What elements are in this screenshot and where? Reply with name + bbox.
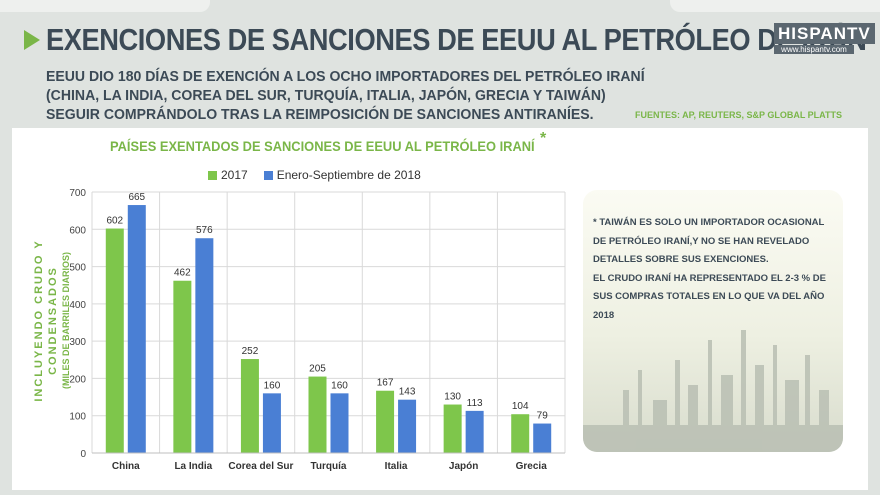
arrow-icon (24, 30, 40, 50)
note-line: * TAIWÁN ES SOLO UN IMPORTADOR OCASIONAL (593, 217, 825, 228)
bar (262, 393, 281, 453)
x-tick-label: Italia (385, 461, 408, 472)
note-text: * TAIWÁN ES SOLO UN IMPORTADOR OCASIONAL… (593, 214, 837, 325)
x-tick-label: La India (174, 461, 212, 472)
x-tick-label: China (112, 461, 140, 472)
bar (398, 399, 417, 453)
sources: FUENTES: AP, REUTERS, S&P GLOBAL PLATTS (634, 110, 842, 120)
y-tick-label: 300 (69, 337, 86, 348)
bar (240, 359, 259, 453)
bar (443, 404, 462, 453)
logo-url: www.hispantv.com (774, 45, 854, 54)
bar (376, 390, 395, 453)
legend-label: 2017 (221, 168, 248, 182)
x-tick-label: Japón (449, 461, 478, 472)
data-label: 167 (377, 378, 394, 389)
legend-label: Enero-Septiembre de 2018 (276, 168, 421, 182)
bar (330, 393, 349, 453)
note-line: 2018 (593, 309, 615, 321)
data-label: 113 (467, 398, 483, 409)
y-axis-label: INCLUYENDO CRUDO Y CONDENSADOS (MILES DE… (32, 188, 71, 453)
title-asterisk: * (540, 130, 547, 147)
bar (173, 280, 192, 453)
chart-legend: 2017 Enero-Septiembre de 2018 (208, 168, 431, 182)
bar (195, 238, 214, 453)
logo-name: HISPANTV (774, 23, 875, 44)
data-label: 602 (106, 216, 123, 227)
bar-chart: 0 100 200 300 400 500 600 700 602 665 China 462 576 L… (69, 188, 566, 472)
legend-item-2018: Enero-Septiembre de 2018 (263, 168, 421, 182)
y-tick-label: 600 (69, 225, 86, 236)
note-line: DETALLES SOBRE SUS EXENCIONES. (593, 254, 769, 265)
data-label: 79 (537, 411, 549, 422)
page-title: EXENCIONES DE SANCIONES DE EEUU AL PETRÓ… (46, 22, 867, 57)
bar (511, 414, 530, 453)
data-label: 252 (242, 346, 259, 357)
bar (105, 228, 124, 453)
data-label: 160 (264, 380, 281, 391)
x-tick-label: Grecia (516, 461, 548, 472)
top-tab-right (670, 0, 880, 12)
y-tick-label: 700 (69, 188, 86, 199)
subtitle-line: EEUU DIO 180 DÍAS DE EXENCIÓN A LOS OCHO… (46, 69, 645, 85)
data-label: 104 (512, 401, 529, 412)
y-tick-label: 200 (69, 374, 86, 385)
data-label: 462 (174, 268, 191, 279)
y-tick-label: 500 (69, 263, 86, 274)
y-tick-label: 400 (69, 300, 86, 311)
y-axis-title: INCLUYENDO CRUDO Y CONDENSADOS (33, 239, 59, 402)
note-line: SUS COMPRAS TOTALES EN LO QUE VA DEL AÑO (593, 291, 825, 302)
header: EXENCIONES DE SANCIONES DE EEUU AL PETRÓ… (0, 0, 880, 128)
x-tick-label: Corea del Sur (228, 461, 293, 472)
chart-title: PAÍSES EXENTADOS DE SANCIONES DE EEUU AL… (110, 138, 535, 154)
legend-item-2017: 2017 (208, 168, 248, 182)
legend-swatch (208, 170, 217, 180)
note-box: * TAIWÁN ES SOLO UN IMPORTADOR OCASIONAL… (583, 190, 843, 452)
y-tick-label: 0 (80, 449, 86, 460)
brand-logo: HISPANTV www.hispantv.com (774, 23, 875, 58)
data-label: 130 (444, 392, 461, 403)
data-label: 576 (196, 225, 213, 236)
data-label: 143 (399, 387, 416, 398)
subtitle-line: SEGUIR COMPRÁNDOLO TRAS LA REIMPOSICIÓN … (46, 107, 594, 123)
note-line: DE PETRÓLEO IRANÍ,Y NO SE HAN REVELADO (593, 235, 810, 247)
bar (465, 410, 484, 453)
data-label: 205 (309, 364, 326, 375)
data-label: 665 (128, 192, 145, 203)
bar (127, 205, 146, 453)
refinery-illustration (583, 330, 843, 452)
top-tab-left (0, 0, 210, 12)
note-line: EL CRUDO IRANÍ HA REPRESENTADO EL 2-3 % … (593, 272, 826, 284)
y-tick-label: 100 (69, 412, 86, 423)
bar (308, 376, 327, 453)
bar (533, 423, 552, 453)
data-label: 160 (331, 380, 348, 391)
subtitle-line: (CHINA, LA INDIA, COREA DEL SUR, TURQUÍA… (46, 88, 606, 104)
legend-swatch (263, 170, 273, 180)
x-tick-label: Turquía (311, 461, 347, 472)
subtitle: EEUU DIO 180 DÍAS DE EXENCIÓN A LOS OCHO… (46, 68, 686, 125)
